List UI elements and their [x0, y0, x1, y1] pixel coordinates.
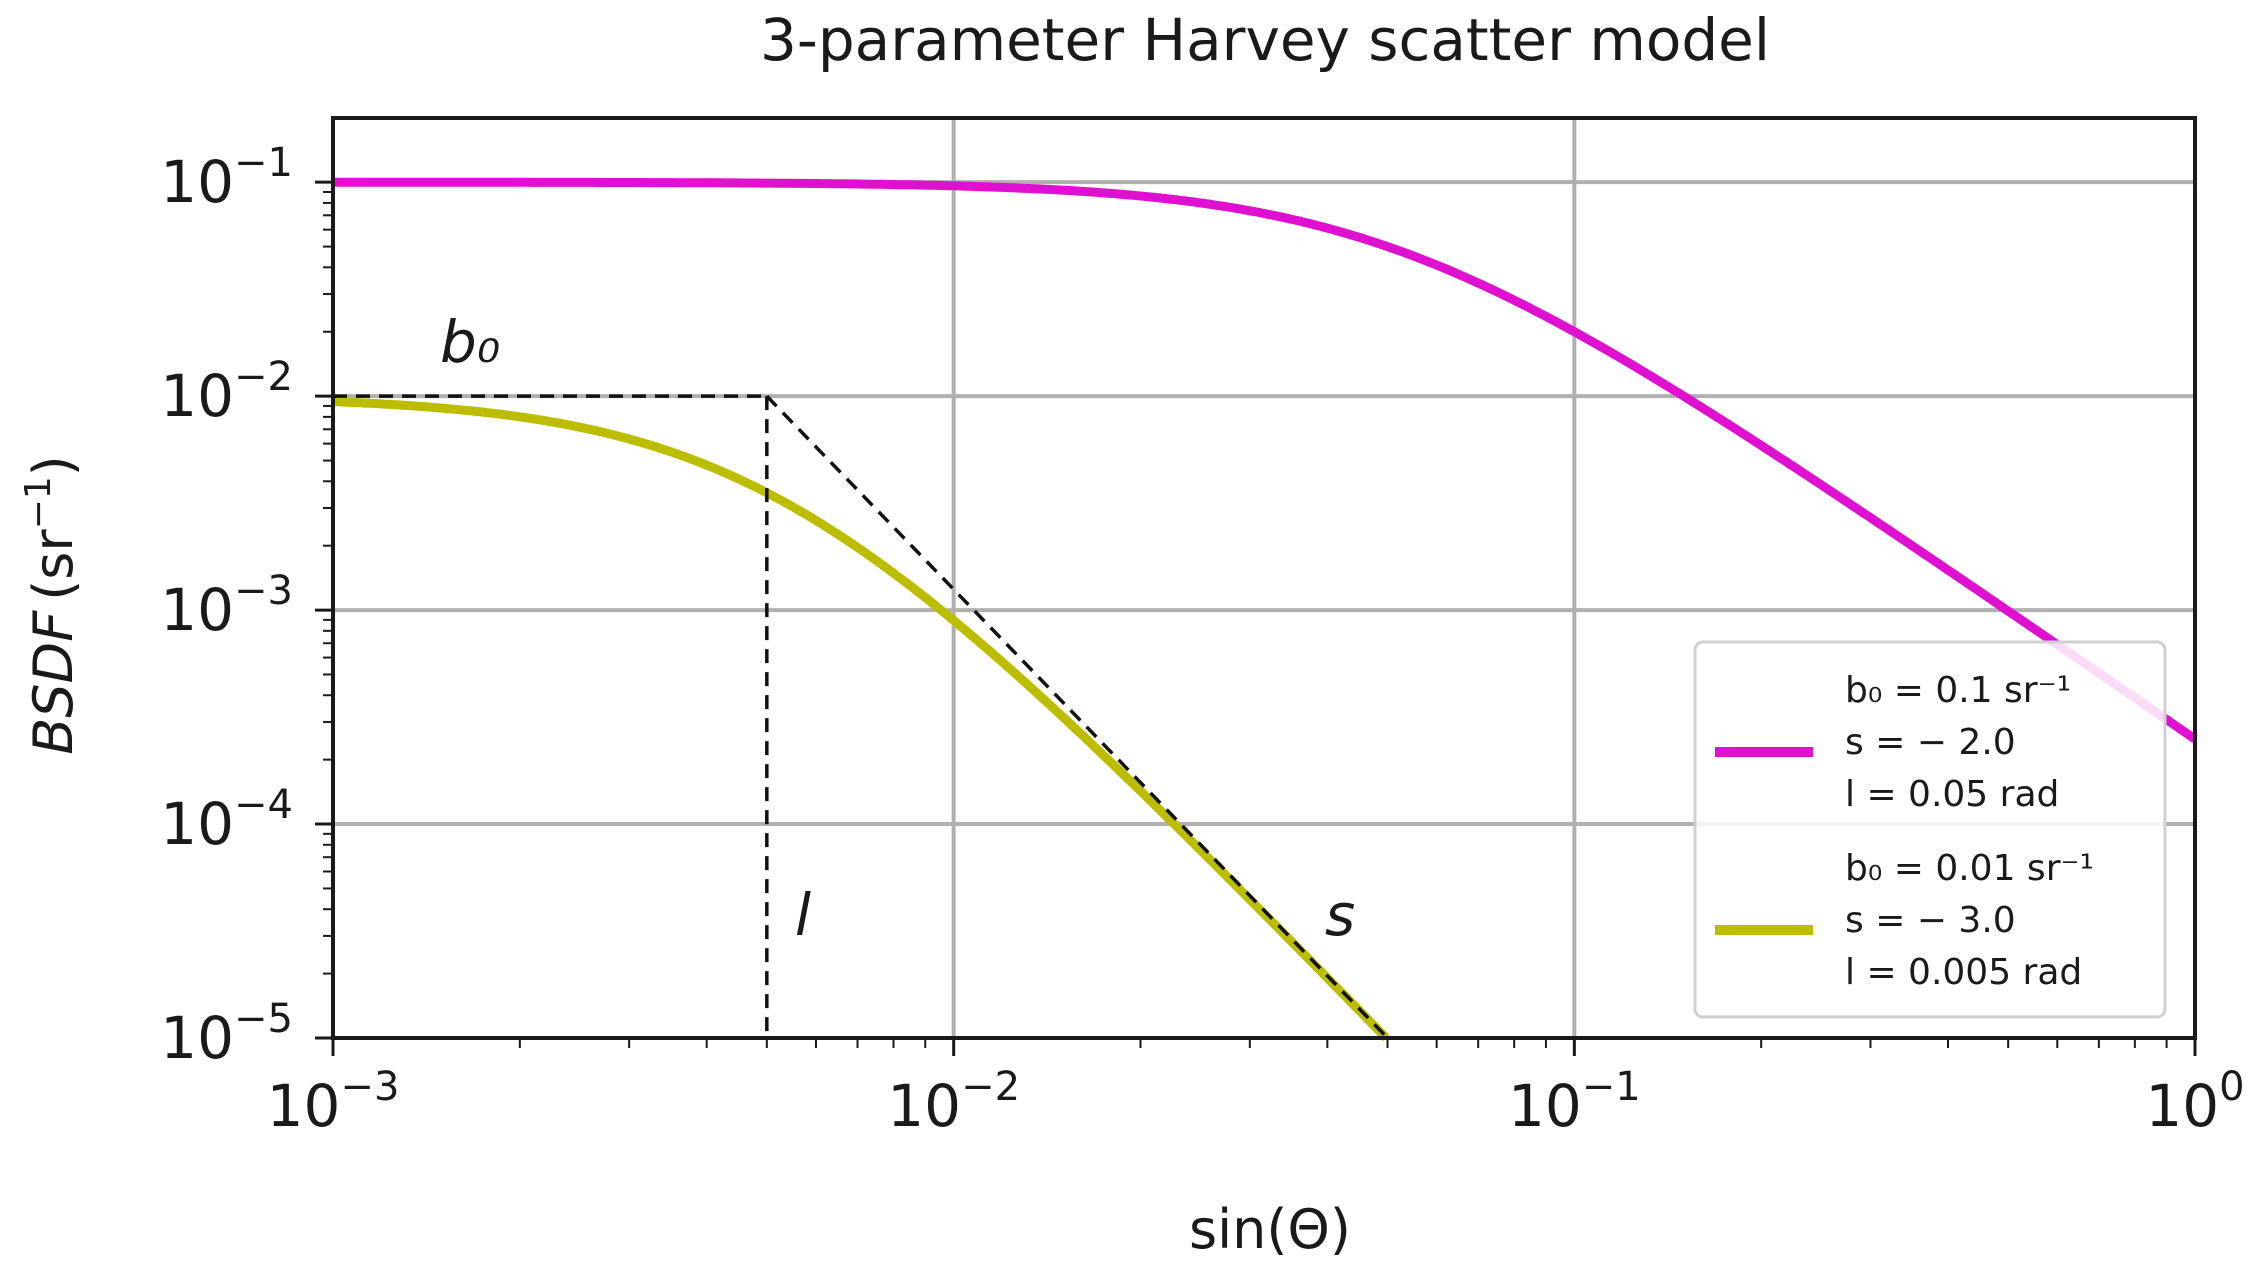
- legend-box: [1693, 640, 2167, 1019]
- legend-entry-1-line-2: s = − 2.0: [1845, 722, 2016, 763]
- guide-s-slope: [765, 394, 1389, 1040]
- annotation-s: s: [1325, 881, 1355, 949]
- y-axis-title-unit: (sr: [22, 529, 85, 601]
- x-tick-label: 10−3: [267, 1064, 400, 1140]
- y-tick-label: 10−2: [160, 354, 293, 430]
- x-tick-label: 100: [2145, 1064, 2244, 1140]
- y-axis-title-unit-close: ): [22, 455, 85, 476]
- plot-frame: [331, 116, 2197, 1040]
- legend: b₀ = 0.1 sr⁻¹ s = − 2.0 l = 0.05 rad b₀ = 0…: [1693, 640, 2167, 1019]
- annotation-guides: [333, 394, 1389, 1040]
- x-axis-title: sin(Θ): [1189, 1198, 1351, 1261]
- y-axis-title: BSDF (sr−1): [18, 455, 85, 755]
- y-tick-label: 10−5: [160, 996, 293, 1072]
- annotation-b0: b₀: [440, 308, 500, 376]
- x-tick-label: 10−2: [887, 1064, 1020, 1140]
- y-tick-label: 10−3: [160, 568, 293, 644]
- tick-labels: 10−3 10−2 10−1 100 10−1 10−2 10−3 10−4 10−5: [160, 140, 2244, 1140]
- y-axis-title-unit-exp: −1: [18, 476, 59, 529]
- series-line-2: [332, 397, 1390, 1042]
- legend-entry-2-line-2: s = − 3.0: [1845, 900, 2016, 941]
- legend-entry-1-line-3: l = 0.05 rad: [1845, 774, 2059, 815]
- annotation-l: l: [795, 881, 811, 949]
- legend-entry-2-line-3: l = 0.005 rad: [1845, 952, 2082, 993]
- y-axis-title-quantity: BSDF: [22, 610, 85, 755]
- axis-ticks: [315, 180, 2197, 1056]
- chart-title: 3-parameter Harvey scatter model: [760, 6, 1770, 74]
- legend-entry-1-line-1: b₀ = 0.1 sr⁻¹: [1845, 670, 2071, 711]
- legend-entry-2-line-1: b₀ = 0.01 sr⁻¹: [1845, 848, 2094, 889]
- x-tick-label: 10−1: [1508, 1064, 1641, 1140]
- y-tick-label: 10−4: [160, 782, 293, 858]
- y-tick-label: 10−1: [160, 140, 293, 216]
- series-lines: [332, 177, 2198, 1042]
- series-line-1: [333, 177, 2198, 743]
